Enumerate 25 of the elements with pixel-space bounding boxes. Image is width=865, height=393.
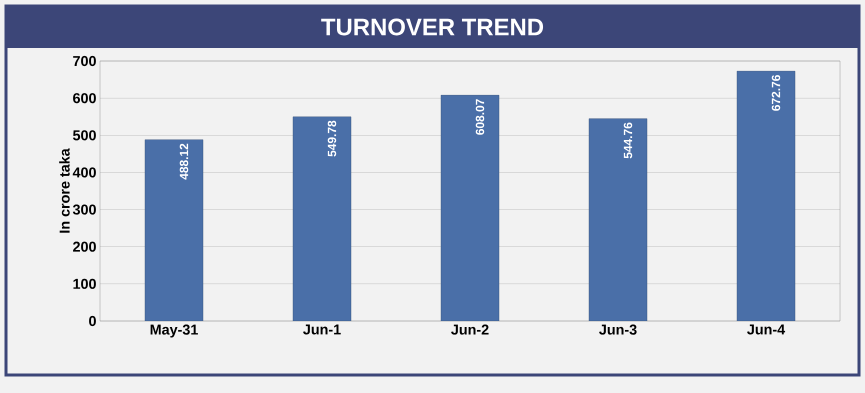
x-tick-label: Jun-1: [303, 324, 341, 335]
y-tick-label: 100: [73, 278, 96, 289]
y-tick-label: 700: [73, 56, 96, 66]
x-tick-label: Jun-3: [599, 324, 637, 335]
data-label: 672.76: [772, 75, 780, 111]
bar: [440, 94, 500, 321]
bar: [736, 70, 796, 321]
y-tick-label: 300: [72, 204, 96, 215]
x-tick-label: May-31: [150, 324, 198, 338]
bar: [144, 140, 204, 321]
y-tick-label: 500: [72, 130, 96, 140]
y-axis-title: In crore taka: [59, 148, 70, 233]
data-label: 544.76: [624, 122, 632, 158]
data-label: 488.12: [180, 144, 188, 180]
y-tick-label: 0: [89, 316, 96, 326]
x-tick-label: Jun-4: [747, 324, 786, 335]
chart-title: TURNOVER TREND: [321, 18, 544, 36]
bar: [588, 118, 648, 321]
bar: [292, 116, 352, 321]
y-tick-label: 400: [72, 167, 96, 178]
y-tick-label: 600: [73, 93, 96, 104]
data-label: 608.07: [476, 99, 484, 135]
y-tick-label: 200: [73, 242, 96, 252]
data-label: 549.78: [328, 120, 336, 157]
x-tick-label: Jun-2: [451, 324, 489, 335]
